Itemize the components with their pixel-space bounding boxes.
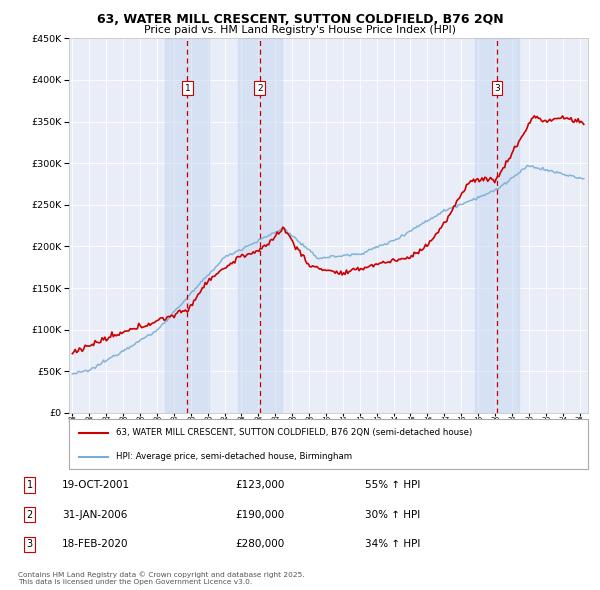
Text: 63, WATER MILL CRESCENT, SUTTON COLDFIELD, B76 2QN: 63, WATER MILL CRESCENT, SUTTON COLDFIEL… [97, 13, 503, 26]
Text: Contains HM Land Registry data © Crown copyright and database right 2025.
This d: Contains HM Land Registry data © Crown c… [18, 571, 305, 585]
Text: £280,000: £280,000 [235, 539, 284, 549]
Text: 19-OCT-2001: 19-OCT-2001 [62, 480, 130, 490]
Text: 2: 2 [257, 84, 263, 93]
Bar [238, 38, 281, 413]
Text: Price paid vs. HM Land Registry's House Price Index (HPI): Price paid vs. HM Land Registry's House … [144, 25, 456, 35]
Text: 34% ↑ HPI: 34% ↑ HPI [365, 539, 420, 549]
Text: 3: 3 [26, 539, 33, 549]
Text: 1: 1 [26, 480, 33, 490]
Text: 31-JAN-2006: 31-JAN-2006 [62, 510, 127, 520]
FancyBboxPatch shape [69, 419, 588, 469]
Bar [475, 38, 519, 413]
Text: 1: 1 [184, 84, 190, 93]
Text: £190,000: £190,000 [235, 510, 284, 520]
Text: £123,000: £123,000 [235, 480, 285, 490]
Text: 55% ↑ HPI: 55% ↑ HPI [365, 480, 420, 490]
Text: HPI: Average price, semi-detached house, Birmingham: HPI: Average price, semi-detached house,… [116, 452, 352, 461]
Bar [166, 38, 209, 413]
Text: 2: 2 [26, 510, 33, 520]
Text: 3: 3 [494, 84, 500, 93]
Text: 63, WATER MILL CRESCENT, SUTTON COLDFIELD, B76 2QN (semi-detached house): 63, WATER MILL CRESCENT, SUTTON COLDFIEL… [116, 428, 472, 437]
Text: 18-FEB-2020: 18-FEB-2020 [62, 539, 128, 549]
Text: 30% ↑ HPI: 30% ↑ HPI [365, 510, 420, 520]
